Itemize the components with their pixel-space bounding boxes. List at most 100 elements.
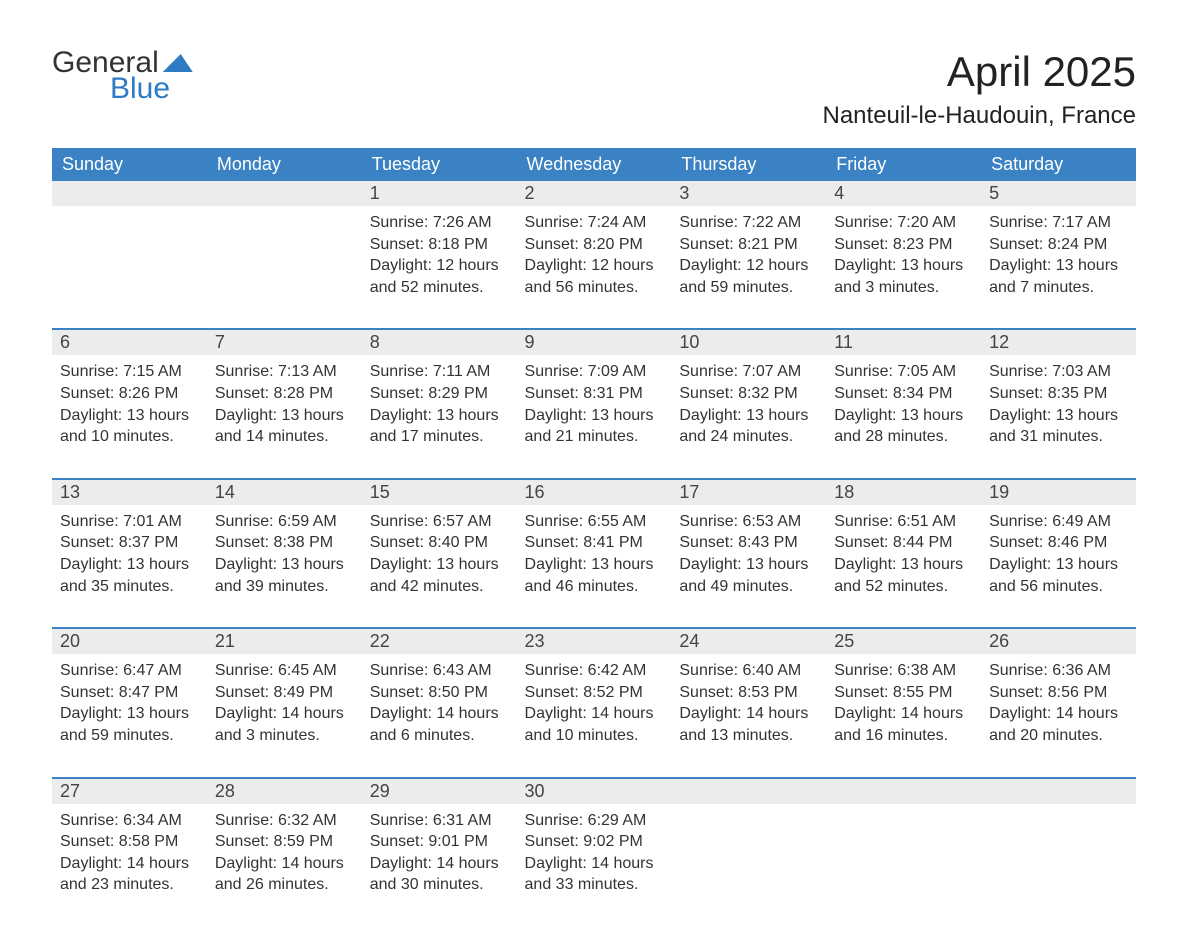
location-label: Nanteuil-le-Haudouin, France xyxy=(823,102,1137,130)
day-number: 27 xyxy=(52,779,207,804)
daylight-line2: and 31 minutes. xyxy=(989,426,1128,448)
day-number: 30 xyxy=(517,779,672,804)
daylight-line2: and 52 minutes. xyxy=(370,277,509,299)
sunrise-text: Sunrise: 6:53 AM xyxy=(679,511,818,533)
daylight-line2: and 35 minutes. xyxy=(60,576,199,598)
empty-day-number xyxy=(671,779,826,804)
sunrise-text: Sunrise: 6:51 AM xyxy=(834,511,973,533)
sunset-text: Sunset: 8:20 PM xyxy=(525,234,664,256)
title-block: April 2025 Nanteuil-le-Haudouin, France xyxy=(823,48,1137,130)
sunrise-text: Sunrise: 7:17 AM xyxy=(989,212,1128,234)
daylight-line2: and 59 minutes. xyxy=(60,725,199,747)
daylight-line1: Daylight: 14 hours xyxy=(215,703,354,725)
day-number: 6 xyxy=(52,330,207,355)
day-detail-cell: Sunrise: 6:55 AMSunset: 8:41 PMDaylight:… xyxy=(517,505,672,628)
day-number: 5 xyxy=(981,181,1136,206)
sunrise-text: Sunrise: 7:07 AM xyxy=(679,361,818,383)
sunrise-text: Sunrise: 6:57 AM xyxy=(370,511,509,533)
day-detail-cell: Sunrise: 7:05 AMSunset: 8:34 PMDaylight:… xyxy=(826,355,981,478)
daylight-line1: Daylight: 13 hours xyxy=(370,405,509,427)
day-number: 22 xyxy=(362,629,517,654)
empty-day-number xyxy=(826,779,981,804)
daylight-line2: and 42 minutes. xyxy=(370,576,509,598)
day-detail-row: Sunrise: 7:01 AMSunset: 8:37 PMDaylight:… xyxy=(52,505,1136,628)
day-number-row: 27282930 xyxy=(52,779,1136,804)
sunset-text: Sunset: 8:52 PM xyxy=(525,682,664,704)
daylight-line1: Daylight: 14 hours xyxy=(525,853,664,875)
sunrise-text: Sunrise: 7:11 AM xyxy=(370,361,509,383)
daylight-line2: and 26 minutes. xyxy=(215,874,354,896)
sunrise-text: Sunrise: 6:43 AM xyxy=(370,660,509,682)
day-detail-cell: Sunrise: 6:45 AMSunset: 8:49 PMDaylight:… xyxy=(207,654,362,777)
daylight-line2: and 30 minutes. xyxy=(370,874,509,896)
daylight-line1: Daylight: 13 hours xyxy=(834,255,973,277)
daylight-line2: and 46 minutes. xyxy=(525,576,664,598)
daylight-line1: Daylight: 13 hours xyxy=(60,405,199,427)
sunset-text: Sunset: 8:34 PM xyxy=(834,383,973,405)
sunrise-text: Sunrise: 6:31 AM xyxy=(370,810,509,832)
dow-friday: Friday xyxy=(826,148,981,181)
daylight-line2: and 10 minutes. xyxy=(60,426,199,448)
daylight-line1: Daylight: 14 hours xyxy=(525,703,664,725)
daylight-line1: Daylight: 13 hours xyxy=(60,703,199,725)
daylight-line2: and 13 minutes. xyxy=(679,725,818,747)
sunset-text: Sunset: 8:56 PM xyxy=(989,682,1128,704)
daylight-line1: Daylight: 13 hours xyxy=(834,554,973,576)
sunset-text: Sunset: 8:38 PM xyxy=(215,532,354,554)
daylight-line2: and 52 minutes. xyxy=(834,576,973,598)
sunset-text: Sunset: 8:40 PM xyxy=(370,532,509,554)
sunset-text: Sunset: 8:58 PM xyxy=(60,831,199,853)
sunrise-text: Sunrise: 7:03 AM xyxy=(989,361,1128,383)
daylight-line1: Daylight: 13 hours xyxy=(989,405,1128,427)
brand-triangle-icon xyxy=(163,54,193,72)
daylight-line2: and 7 minutes. xyxy=(989,277,1128,299)
sunset-text: Sunset: 8:47 PM xyxy=(60,682,199,704)
daylight-line1: Daylight: 13 hours xyxy=(60,554,199,576)
day-detail-cell: Sunrise: 7:20 AMSunset: 8:23 PMDaylight:… xyxy=(826,206,981,329)
sunrise-text: Sunrise: 7:05 AM xyxy=(834,361,973,383)
day-detail-cell: Sunrise: 7:01 AMSunset: 8:37 PMDaylight:… xyxy=(52,505,207,628)
daylight-line1: Daylight: 13 hours xyxy=(989,255,1128,277)
day-detail-cell: Sunrise: 7:13 AMSunset: 8:28 PMDaylight:… xyxy=(207,355,362,478)
daylight-line1: Daylight: 14 hours xyxy=(834,703,973,725)
sunset-text: Sunset: 8:21 PM xyxy=(679,234,818,256)
daylight-line2: and 33 minutes. xyxy=(525,874,664,896)
day-detail-cell: Sunrise: 6:40 AMSunset: 8:53 PMDaylight:… xyxy=(671,654,826,777)
dow-monday: Monday xyxy=(207,148,362,181)
sunset-text: Sunset: 8:43 PM xyxy=(679,532,818,554)
day-number-row: 12345 xyxy=(52,181,1136,206)
sunset-text: Sunset: 9:02 PM xyxy=(525,831,664,853)
daylight-line2: and 14 minutes. xyxy=(215,426,354,448)
daylight-line1: Daylight: 13 hours xyxy=(525,554,664,576)
daylight-line2: and 24 minutes. xyxy=(679,426,818,448)
sunset-text: Sunset: 8:24 PM xyxy=(989,234,1128,256)
daylight-line1: Daylight: 13 hours xyxy=(834,405,973,427)
day-detail-cell: Sunrise: 6:59 AMSunset: 8:38 PMDaylight:… xyxy=(207,505,362,628)
daylight-line2: and 17 minutes. xyxy=(370,426,509,448)
day-number: 9 xyxy=(517,330,672,355)
sunrise-text: Sunrise: 7:22 AM xyxy=(679,212,818,234)
sunset-text: Sunset: 8:49 PM xyxy=(215,682,354,704)
daylight-line2: and 56 minutes. xyxy=(989,576,1128,598)
daylight-line2: and 23 minutes. xyxy=(60,874,199,896)
day-number: 23 xyxy=(517,629,672,654)
day-detail-cell: Sunrise: 6:51 AMSunset: 8:44 PMDaylight:… xyxy=(826,505,981,628)
day-number: 19 xyxy=(981,480,1136,505)
day-number-row: 13141516171819 xyxy=(52,480,1136,505)
day-number-row: 6789101112 xyxy=(52,330,1136,355)
sunrise-text: Sunrise: 7:15 AM xyxy=(60,361,199,383)
day-of-week-header-row: Sunday Monday Tuesday Wednesday Thursday… xyxy=(52,148,1136,181)
sunset-text: Sunset: 8:55 PM xyxy=(834,682,973,704)
sunset-text: Sunset: 8:26 PM xyxy=(60,383,199,405)
sunset-text: Sunset: 8:32 PM xyxy=(679,383,818,405)
empty-day-detail xyxy=(671,804,826,926)
day-number: 21 xyxy=(207,629,362,654)
daylight-line2: and 28 minutes. xyxy=(834,426,973,448)
day-number: 26 xyxy=(981,629,1136,654)
day-detail-cell: Sunrise: 6:47 AMSunset: 8:47 PMDaylight:… xyxy=(52,654,207,777)
daylight-line2: and 3 minutes. xyxy=(215,725,354,747)
day-number: 13 xyxy=(52,480,207,505)
daylight-line1: Daylight: 13 hours xyxy=(679,554,818,576)
daylight-line1: Daylight: 13 hours xyxy=(989,554,1128,576)
day-detail-cell: Sunrise: 7:22 AMSunset: 8:21 PMDaylight:… xyxy=(671,206,826,329)
